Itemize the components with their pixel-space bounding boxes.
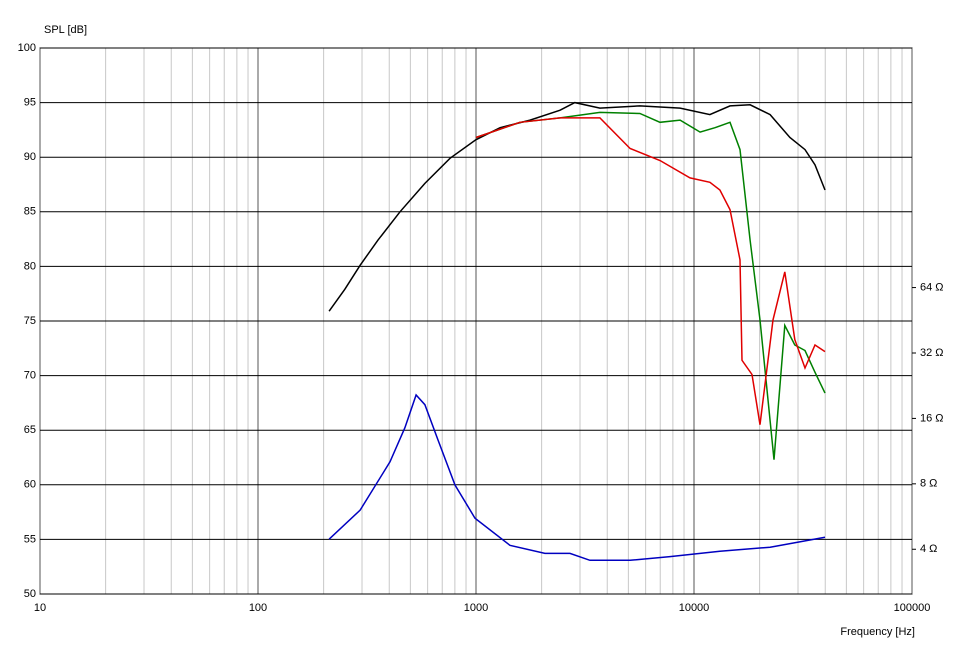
x-tick-label: 10000 [679,602,710,614]
y-tick-label: 85 [24,206,36,218]
y2-tick-label: 16 Ω [920,412,944,424]
y-axis-label: SPL [dB] [44,24,87,36]
series-line [328,393,826,562]
y-tick-label: 100 [18,42,36,54]
y-tick-label: 65 [24,424,36,436]
y2-tick-label: 64 Ω [920,281,944,293]
x-tick-label: 100 [249,602,267,614]
x-tick-label: 100000 [894,602,931,614]
y-tick-label: 90 [24,151,36,163]
x-tick-label: 1000 [464,602,488,614]
y-tick-label: 55 [24,533,36,545]
y-tick-label: 95 [24,97,36,109]
y-tick-label: 50 [24,588,36,600]
series-line [328,101,826,312]
y2-tick-label: 32 Ω [920,347,944,359]
y-tick-label: 75 [24,315,36,327]
x-tick-label: 10 [34,602,46,614]
y2-tick-label: 4 Ω [920,543,937,555]
x-axis-label: Frequency [Hz] [840,626,915,638]
series-line [475,111,826,460]
y2-tick-label: 8 Ω [920,478,937,490]
y-tick-label: 70 [24,370,36,382]
series-line [475,117,826,425]
y-tick-label: 80 [24,260,36,272]
y-tick-label: 60 [24,479,36,491]
